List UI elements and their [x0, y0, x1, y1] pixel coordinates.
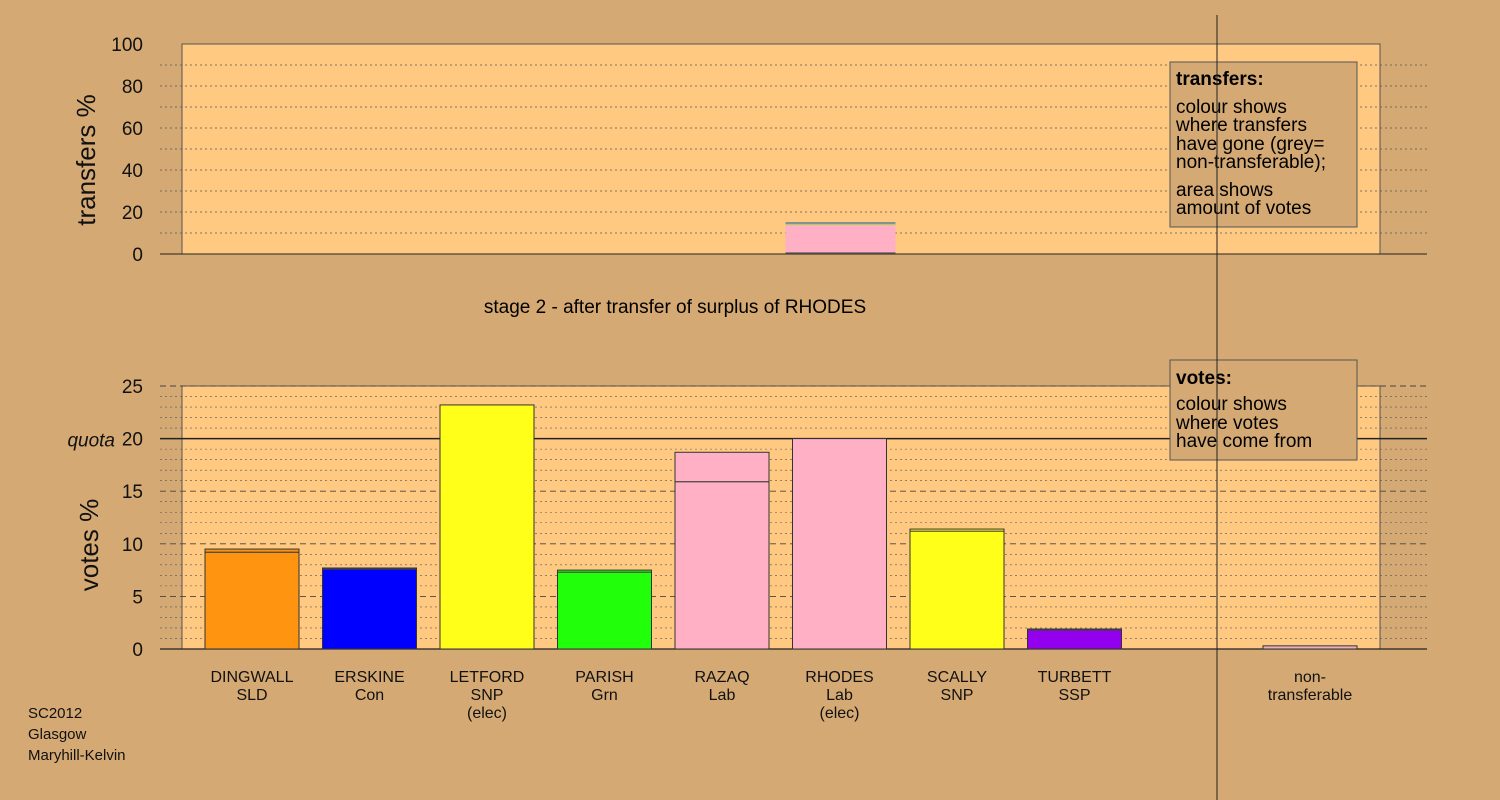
transfers-y-tick-label: 40	[122, 161, 143, 182]
candidate-party-label: SNP	[941, 687, 974, 704]
votes-y-tick-label: 20	[122, 430, 143, 451]
transfers-y-tick-label: 80	[122, 77, 143, 98]
bar-transfer-parish	[557, 570, 652, 573]
bar-outline-parish	[557, 569, 652, 650]
votes-legend-line: have come from	[1176, 431, 1312, 452]
votes-bars	[204, 404, 1358, 650]
votes-y-tick-label: 15	[122, 482, 143, 503]
transfers-y-tick-label: 100	[111, 35, 143, 56]
candidate-name-label: TURBETT	[1038, 669, 1112, 686]
footer-council: Glasgow	[28, 726, 87, 743]
candidate-name-label: RHODES	[805, 669, 873, 686]
transfers-y-ticks: 0 20 40 60 80 100	[111, 35, 143, 266]
votes-y-tick-label: 5	[132, 587, 143, 608]
footer-election: SC2012	[28, 705, 82, 722]
stage-title: stage 2 - after transfer of surplus of R…	[484, 297, 866, 318]
bar-outline-turbett	[1027, 628, 1122, 650]
transfers-legend-title: transfers:	[1176, 69, 1264, 90]
candidate-name-label: PARISH	[575, 669, 633, 686]
votes-y-axis-title: votes %	[74, 499, 104, 592]
candidate-name-label: SCALLY	[927, 669, 988, 686]
transfers-legend-box	[1169, 61, 1358, 228]
transfer-segment	[785, 225, 896, 253]
votes-legend-title: votes:	[1176, 368, 1232, 389]
bar-base-erskine	[322, 569, 417, 649]
candidate-name-label: LETFORD	[450, 669, 525, 686]
transfers-y-tick-label: 60	[122, 119, 143, 140]
transfers-y-axis-title: transfers %	[71, 94, 101, 226]
bar-outline-scally	[909, 528, 1005, 650]
candidate-status-label: (elec)	[819, 705, 859, 722]
candidate-party-label: SNP	[471, 687, 504, 704]
candidate-party-label: SLD	[236, 687, 267, 704]
transfers-legend-line: amount of votes	[1176, 198, 1311, 219]
bar-base-scally	[910, 531, 1004, 649]
bar-transfer-dingwall	[205, 549, 299, 553]
bar-nontransferable	[1262, 645, 1358, 650]
transfers-bars	[785, 222, 896, 254]
bar-outline-erskine	[322, 567, 417, 650]
transfers-legend-line: non-transferable);	[1176, 152, 1326, 173]
bar-base-dingwall	[205, 552, 299, 649]
votes-legend-box	[1169, 359, 1358, 461]
bar-transfer-razaq	[675, 452, 769, 482]
bar-base-rhodes	[792, 438, 887, 649]
candidate-party-label: SSP	[1058, 687, 1090, 704]
candidate-party-label: Grn	[591, 687, 618, 704]
footer-info: SC2012 Glasgow Maryhill-Kelvin	[28, 705, 126, 764]
votes-legend-line: where votes	[1175, 413, 1278, 434]
transfers-panel: 0 20 40 60 80 100 transfers % transfers: colo…	[71, 35, 1427, 266]
candidate-status-label: (elec)	[467, 705, 507, 722]
transfer-segment	[785, 224, 896, 226]
transfers-legend-line: have gone (grey=	[1176, 134, 1324, 155]
bar-base-turbett	[1027, 630, 1122, 649]
votes-legend: votes: colour shows where votes have com…	[1169, 359, 1358, 461]
bar-transfer-scally	[910, 529, 1004, 532]
candidate-party-label: Lab	[826, 687, 853, 704]
votes-y-tick-label: 10	[122, 535, 143, 556]
candidate-name-label: DINGWALL	[211, 669, 294, 686]
candidate-name-label: ERSKINE	[334, 669, 404, 686]
bar-outline-razaq	[674, 451, 770, 650]
bar-base-razaq	[675, 481, 769, 649]
bar-outline-dingwall	[204, 548, 300, 650]
bar-base-parish	[557, 572, 652, 649]
transfer-segment	[785, 252, 896, 254]
bar-outline-rhodes	[792, 438, 887, 650]
transfers-legend-line: colour shows	[1176, 97, 1287, 118]
transfers-legend-line: area shows	[1176, 180, 1273, 201]
votes-y-tick-label: 0	[132, 640, 143, 661]
transfers-y-tick-label: 0	[132, 245, 143, 266]
transfers-y-tick-label: 20	[122, 203, 143, 224]
nontransferable-label-line2: transferable	[1268, 687, 1353, 704]
votes-candidate-labels: DINGWALLSLDERSKINEConLETFORDSNP(elec)PAR…	[211, 669, 1353, 722]
quota-label: quota	[67, 431, 115, 452]
nontransferable-label-line1: non-	[1294, 669, 1326, 686]
candidate-party-label: Lab	[709, 687, 736, 704]
votes-legend-line: colour shows	[1176, 394, 1287, 415]
candidate-name-label: RAZAQ	[694, 669, 749, 686]
bar-outline-letford	[439, 404, 535, 650]
candidate-party-label: Con	[355, 687, 384, 704]
footer-ward: Maryhill-Kelvin	[28, 747, 126, 764]
votes-y-ticks: 0 5 10 15 20 25	[122, 377, 143, 661]
transfers-legend-line: where transfers	[1175, 115, 1307, 136]
transfers-legend: transfers: colour shows where transfers …	[1169, 61, 1358, 228]
votes-y-tick-label: 25	[122, 377, 143, 398]
bar-base-letford	[440, 404, 534, 649]
